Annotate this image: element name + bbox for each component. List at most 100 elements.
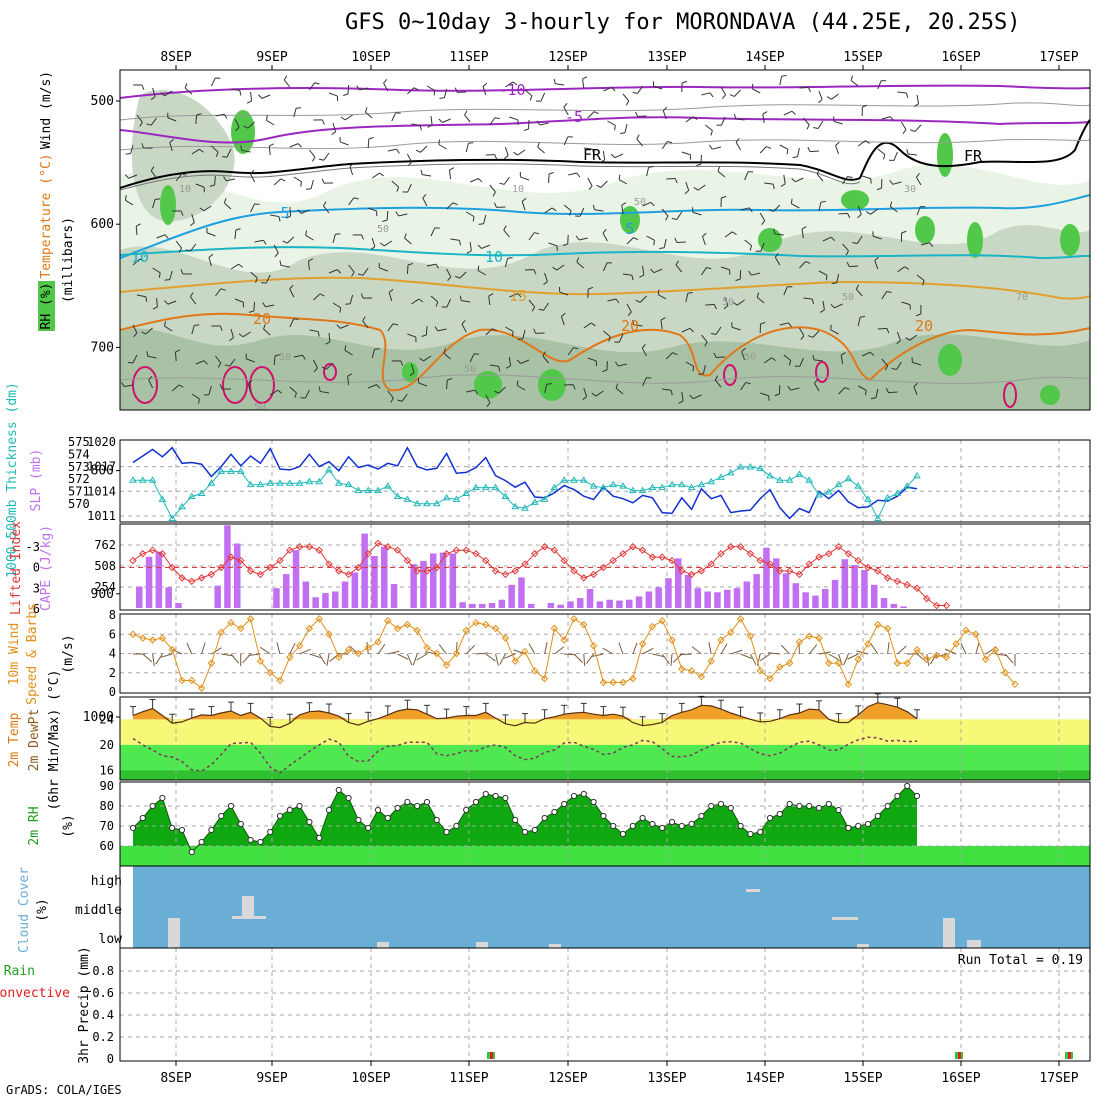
wind-barb (731, 326, 741, 331)
wind-speed-point (805, 632, 813, 640)
wind-barb (317, 331, 320, 337)
rh-point (678, 822, 685, 830)
lifted-index-point (472, 549, 480, 558)
wind-axis-label: Wind (m/s) (39, 71, 54, 149)
rh-point (708, 802, 715, 810)
wind-barb (512, 81, 518, 86)
wind-barb (724, 296, 729, 306)
wind-barb (642, 201, 652, 207)
rh-point (747, 830, 754, 838)
wind-barb (466, 389, 476, 393)
wind-barb (452, 202, 458, 206)
wind-barb (203, 205, 212, 212)
wind-barb (328, 92, 338, 97)
wind-barb (862, 104, 868, 108)
date-label-top: 16SEP (941, 50, 980, 65)
wind-barb (724, 231, 733, 238)
wind-barb (756, 296, 765, 304)
wind-barb (791, 110, 796, 116)
thickness-point (452, 495, 461, 502)
wind-barb (208, 257, 212, 267)
cape-bar (175, 603, 182, 608)
wind-speed-point (246, 615, 255, 623)
wind-barb (435, 301, 439, 307)
cape-bar (645, 591, 653, 608)
wind-barb (180, 210, 184, 216)
wind-barb-10m (708, 642, 712, 655)
rh-contour (119, 102, 1091, 121)
thickness-point (276, 479, 284, 486)
wind-barb (814, 359, 824, 362)
cape-bar (714, 592, 721, 608)
wind-barb (464, 110, 468, 116)
wind-barb (890, 206, 898, 213)
wind-barb (603, 330, 611, 338)
wind-barb (340, 324, 349, 329)
wind-barb (147, 355, 157, 359)
lifted-index-point (217, 563, 225, 572)
wind-barb (169, 138, 175, 143)
cape-bar (410, 564, 417, 608)
wind-barb (856, 235, 863, 244)
wind-barb (627, 311, 632, 317)
wind-barb (902, 129, 907, 134)
cape-bar (704, 591, 711, 608)
wind-barb (508, 356, 511, 366)
date-label-top: 14SEP (745, 50, 784, 65)
lifted-index-point (286, 546, 294, 554)
lifted-index-point (491, 567, 500, 575)
wind-barb (250, 271, 258, 279)
wind-barb (382, 219, 388, 222)
wind-barb (234, 118, 240, 128)
date-label-top: 15SEP (843, 50, 882, 65)
wind-barb (195, 360, 205, 365)
wind-barb (167, 117, 177, 122)
wind-barb (353, 197, 359, 200)
wind-barb (817, 120, 824, 129)
wind-speed-point (668, 636, 676, 644)
wind-barb (323, 152, 330, 161)
wind-barb (483, 214, 487, 224)
wind-barb (169, 270, 173, 280)
temp-contour-m10 (119, 84, 1091, 99)
wind-barb (760, 392, 769, 397)
wind-barb (608, 336, 611, 342)
wind-speed-point (825, 659, 833, 667)
wind-barb (576, 257, 579, 263)
wind-barb (357, 273, 364, 276)
pressure-tick-label: 800 (91, 464, 114, 479)
rh-point (737, 822, 744, 830)
wind-barb (888, 391, 898, 394)
wind-barb (211, 145, 219, 153)
thickness-point (628, 486, 637, 494)
wind-speed-point (883, 624, 892, 633)
thickness-point (599, 483, 608, 491)
wind-barb (254, 239, 264, 243)
wind-barb (348, 264, 355, 273)
wind-barb (791, 203, 800, 209)
rh-point (864, 820, 872, 828)
wind-barb (391, 180, 399, 188)
wind-barb (807, 87, 811, 93)
wind-barb (660, 320, 663, 330)
lifted-index-point (393, 546, 402, 554)
wind-barb-10m (211, 647, 222, 655)
wind-barb-10m (975, 642, 980, 655)
convective-bar (958, 1052, 961, 1059)
wind-barb (364, 107, 368, 113)
wind-barb (332, 302, 341, 309)
thickness-point (491, 483, 500, 491)
lifted-index-point (325, 560, 333, 568)
wind-barb (362, 320, 369, 329)
wind-barb-10m (276, 642, 281, 655)
wind-barb (521, 201, 526, 211)
wind-speed-point (932, 651, 941, 660)
wind-barb (723, 305, 729, 310)
cape-bar (214, 585, 221, 608)
thickness-point (472, 483, 480, 491)
lifted-index-point (158, 549, 167, 558)
wind-barb-10m (1004, 653, 1014, 664)
wind-speed-point (266, 669, 274, 677)
thickness-line (133, 466, 918, 520)
wind-barb (631, 275, 634, 281)
